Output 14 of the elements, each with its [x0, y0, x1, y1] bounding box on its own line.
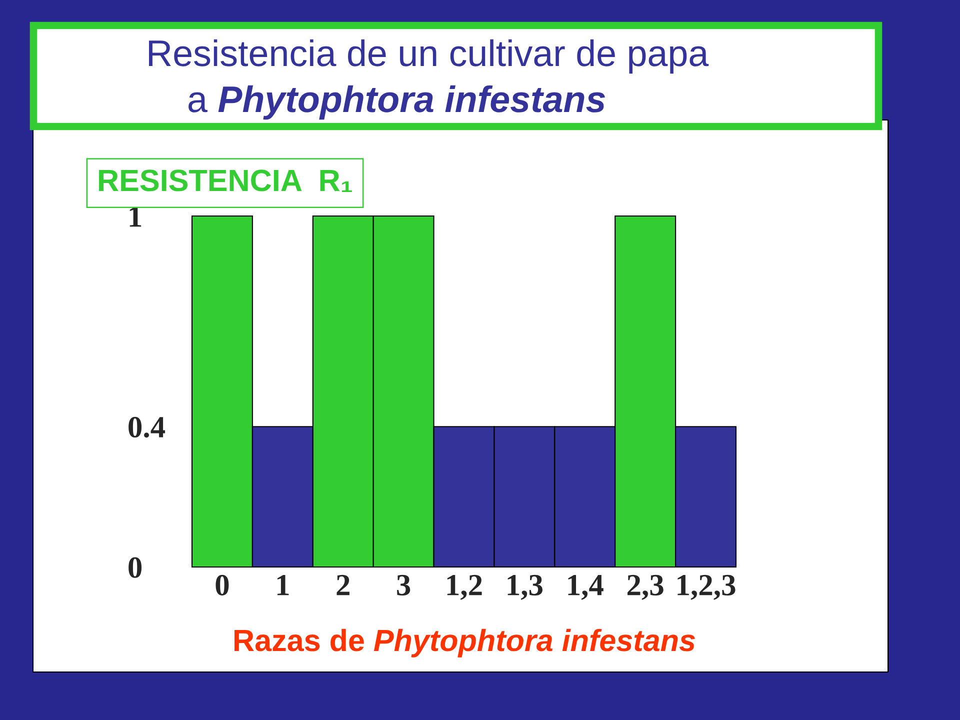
x-axis-title: Razas de Phytophtora infestans [234, 628, 695, 658]
x-tick-label: 1 [277, 574, 289, 596]
x-tick-label: 0 [216, 574, 229, 596]
chart-subtitle: RESISTENCIA R₁ [99, 170, 352, 192]
x-tick-label: 2,3 [628, 574, 664, 600]
x-tick-label: 1,3 [508, 574, 542, 600]
x-tick-label: 3 [397, 574, 410, 596]
y-tick-label: 0.4 [128, 416, 166, 438]
chart-title: Resistencia de un cultivar de papa a Phytophtora infestans [149, 39, 709, 120]
x-tick-label: 1,2,3 [678, 574, 736, 600]
y-tick-label: 0 [128, 557, 142, 578]
x-tick-label: 1,4 [568, 574, 604, 600]
x-tick-label: 1,2 [447, 574, 482, 600]
x-tick-label: 2 [336, 574, 350, 596]
